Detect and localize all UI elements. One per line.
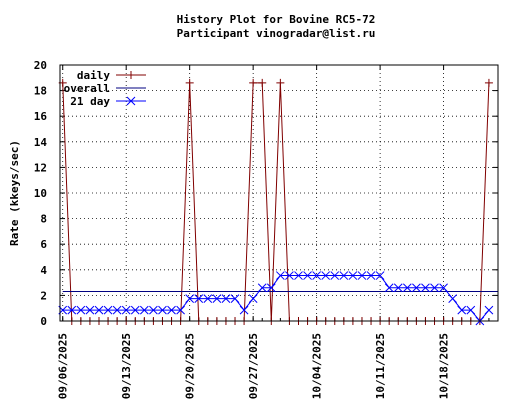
data-point-daily (258, 78, 267, 87)
y-tick-label: 4 (40, 264, 47, 277)
data-point-21-day (203, 294, 213, 303)
data-point-21-day (85, 305, 95, 315)
data-point-21-day (212, 294, 222, 303)
y-tick-label: 20 (34, 59, 47, 72)
data-point-21-day (321, 271, 331, 280)
data-point-21-day (421, 283, 430, 293)
chart-title: History Plot for Bovine RC5-72 (177, 13, 376, 26)
x-tick-label: 10/04/2025 (311, 333, 324, 399)
data-point-21-day (412, 283, 421, 293)
data-point-21-day (158, 305, 167, 315)
data-point-21-day (221, 294, 231, 303)
data-point-21-day (149, 305, 158, 315)
y-tick-label: 10 (34, 187, 47, 200)
x-tick-label: 09/27/2025 (247, 333, 260, 399)
y-tick-label: 14 (34, 136, 48, 149)
grid-layer (60, 65, 498, 321)
x-tick-label: 10/11/2025 (374, 333, 387, 399)
data-point-21-day (348, 271, 358, 280)
series-line-21-day (62, 275, 490, 322)
y-tick-label: 18 (34, 85, 47, 98)
data-point-21-day (176, 305, 185, 315)
data-point-21-day (167, 305, 176, 315)
y-tick-label: 8 (40, 213, 47, 226)
data-point-21-day (285, 271, 294, 280)
data-point-21-day (439, 283, 448, 293)
data-point-21-day (402, 283, 412, 293)
y-tick-label: 2 (40, 289, 47, 302)
data-point-21-day (303, 271, 312, 280)
data-point-21-day (266, 283, 276, 293)
data-point-21-day (276, 271, 285, 280)
data-point-21-day (130, 305, 140, 315)
data-point-daily (276, 78, 285, 87)
legend-label-daily: daily (77, 69, 110, 82)
data-point-21-day (139, 305, 149, 315)
data-point-21-day (248, 294, 258, 303)
legend-marker-21-day (126, 96, 136, 106)
series-21-day (58, 271, 494, 326)
data-point-21-day (185, 294, 195, 303)
y-tick-label: 12 (34, 161, 47, 174)
legend-marker-daily (127, 71, 135, 79)
data-point-daily (484, 78, 493, 87)
data-point-21-day (366, 271, 376, 280)
x-tick-label: 09/13/2025 (120, 333, 133, 399)
data-point-daily (249, 78, 258, 87)
data-point-21-day (94, 305, 104, 315)
data-point-21-day (430, 283, 439, 293)
data-point-21-day (330, 271, 340, 280)
data-point-21-day (339, 271, 349, 280)
plot-frame (59, 64, 499, 322)
data-point-21-day (194, 294, 204, 303)
data-point-21-day (294, 271, 303, 280)
data-point-21-day (484, 305, 494, 315)
data-point-21-day (357, 271, 367, 280)
tick-layer: 0 2 4 6 8 10 12 14 16 18 20 09/06/2025 09/13/2025 09/… (34, 59, 499, 399)
y-tick-label: 0 (40, 315, 47, 328)
data-point-daily (185, 78, 194, 87)
x-tick-label: 10/18/2025 (438, 333, 451, 399)
data-point-21-day (384, 283, 394, 293)
x-tick-label: 09/20/2025 (184, 333, 197, 399)
legend-label-overall: overall (64, 82, 110, 95)
legend-label-21-day: 21 day (70, 95, 110, 108)
data-point-21-day (230, 294, 240, 303)
series-line-daily (62, 82, 490, 322)
data-point-21-day (239, 305, 249, 315)
data-point-21-day (67, 305, 77, 315)
data-point-21-day (103, 305, 113, 315)
data-point-21-day (121, 305, 131, 315)
data-point-21-day (448, 294, 458, 303)
data-point-21-day (312, 271, 321, 280)
data-point-21-day (393, 283, 403, 293)
data-point-21-day (457, 305, 467, 315)
chart-subtitle: Participant vinogradar@list.ru (177, 27, 376, 40)
y-tick-label: 16 (34, 110, 48, 123)
data-point-21-day (112, 305, 122, 315)
data-point-21-day (257, 283, 267, 293)
y-tick-label: 6 (40, 238, 47, 251)
data-point-21-day (375, 271, 385, 280)
data-point-21-day (76, 305, 86, 315)
data-point-21-day (466, 305, 476, 315)
y-axis-label: Rate (kkeys/sec) (8, 140, 21, 246)
x-tick-label: 09/06/2025 (57, 333, 70, 399)
